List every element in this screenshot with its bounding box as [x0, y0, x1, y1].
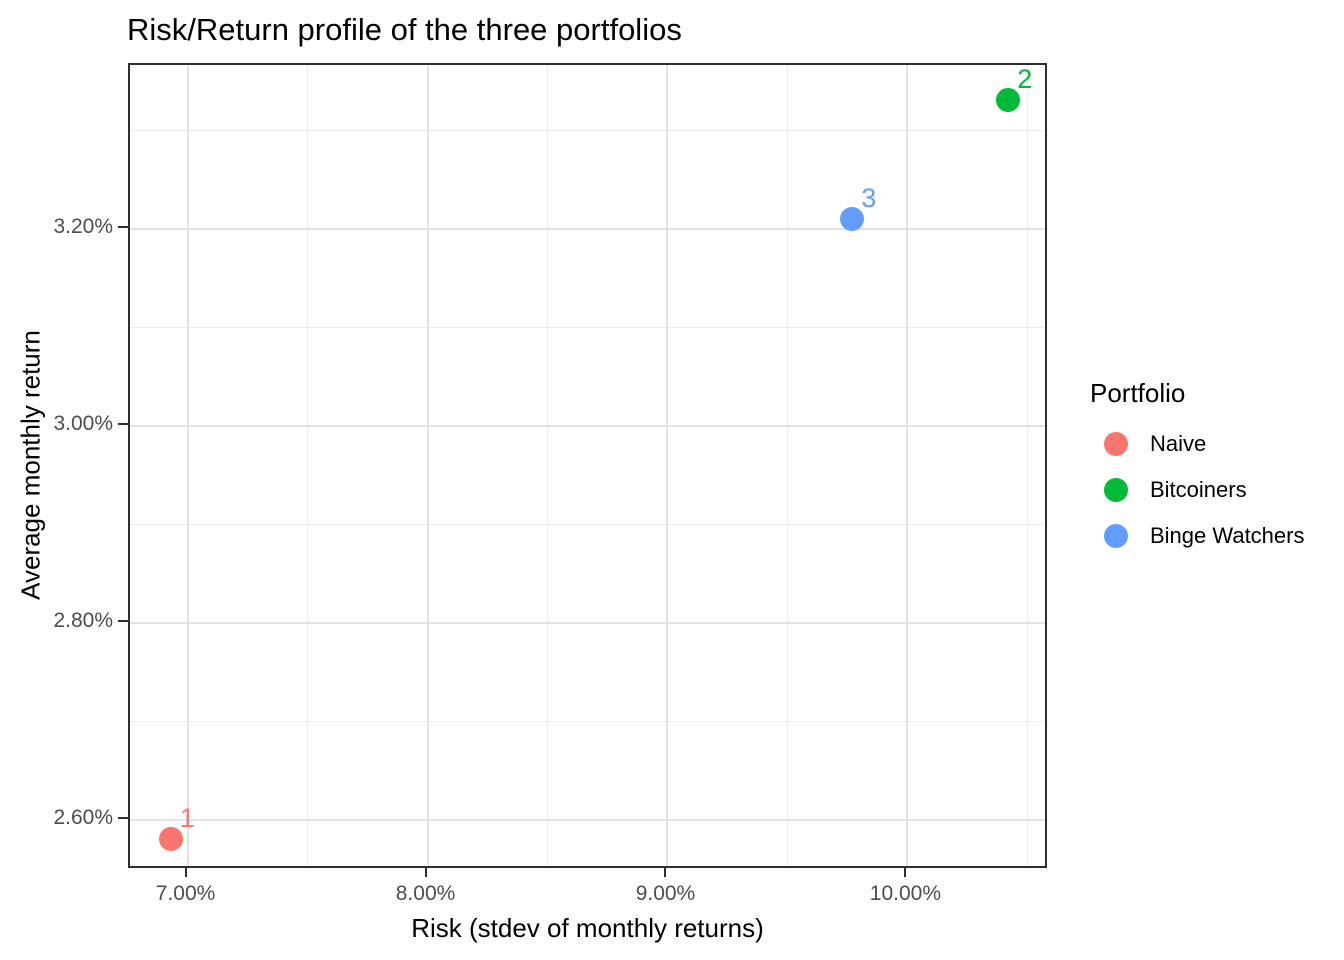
plot-panel: 1 2 3 — [128, 63, 1047, 868]
legend-item-binge-watchers: Binge Watchers — [1090, 513, 1304, 559]
legend-item-label: Binge Watchers — [1150, 523, 1305, 548]
gridline-major-vertical — [186, 65, 189, 866]
legend-items: Naive Bitcoiners Binge Watchers — [1090, 421, 1304, 559]
x-axis-tick — [424, 868, 427, 877]
gridline-major-horizontal — [130, 818, 1045, 821]
legend: Portfolio Naive Bitcoiners Binge Watchers — [1090, 378, 1304, 559]
data-point-binge-watchers — [840, 206, 865, 231]
y-axis-title: Average monthly return — [15, 330, 46, 600]
gridline-minor-horizontal — [130, 326, 1045, 328]
point-label-bitcoiners: 2 — [1017, 64, 1033, 95]
gridline-minor-vertical — [786, 65, 788, 866]
gridline-major-horizontal — [130, 424, 1045, 427]
x-axis-tick-label: 7.00% — [155, 882, 216, 905]
point-label-naive: 1 — [179, 803, 195, 834]
gridline-major-horizontal — [130, 227, 1045, 230]
gridline-minor-horizontal — [130, 523, 1045, 525]
x-axis-tick-label: 9.00% — [635, 882, 696, 905]
gridline-minor-vertical — [547, 65, 548, 866]
gridline-major-horizontal — [130, 621, 1045, 624]
gridline-major-vertical — [666, 65, 669, 866]
legend-item-label: Naive — [1150, 431, 1207, 456]
y-axis-tick-label: 3.20% — [53, 214, 113, 238]
legend-swatch-bitcoiners — [1104, 478, 1128, 502]
legend-item-naive: Naive — [1090, 421, 1304, 467]
legend-item-label: Bitcoiners — [1150, 477, 1247, 502]
gridline-minor-vertical — [1026, 65, 1028, 866]
x-axis-tick-label: 10.00% — [869, 882, 942, 905]
x-axis-tick — [664, 868, 667, 877]
data-point-naive — [158, 827, 183, 852]
gridline-major-vertical — [906, 65, 909, 866]
x-axis-tick-label: 8.00% — [395, 882, 456, 905]
x-axis-title: Risk (stdev of monthly returns) — [411, 913, 764, 943]
y-axis-tick — [118, 225, 128, 228]
gridline-minor-horizontal — [130, 720, 1045, 722]
legend-swatch-binge-watchers — [1104, 524, 1128, 548]
gridline-minor-vertical — [307, 65, 309, 866]
point-label-binge-watchers: 3 — [861, 182, 877, 213]
x-axis-tick — [904, 868, 907, 877]
y-axis-tick — [118, 619, 128, 622]
y-axis-tick-label: 3.00% — [53, 411, 113, 435]
chart-title: Risk/Return profile of the three portfol… — [127, 12, 682, 47]
data-point-bitcoiners — [996, 88, 1021, 113]
gridline-major-vertical — [426, 65, 429, 866]
legend-swatch-naive — [1104, 432, 1128, 456]
x-axis-tick — [184, 868, 187, 877]
y-axis-tick — [118, 422, 128, 425]
legend-title: Portfolio — [1090, 378, 1186, 408]
legend-item-bitcoiners: Bitcoiners — [1090, 467, 1304, 513]
y-axis-tick-label: 2.80% — [53, 608, 113, 632]
gridline-minor-horizontal — [130, 129, 1045, 131]
y-axis-tick — [118, 816, 128, 819]
y-axis-tick-label: 2.60% — [53, 805, 113, 829]
